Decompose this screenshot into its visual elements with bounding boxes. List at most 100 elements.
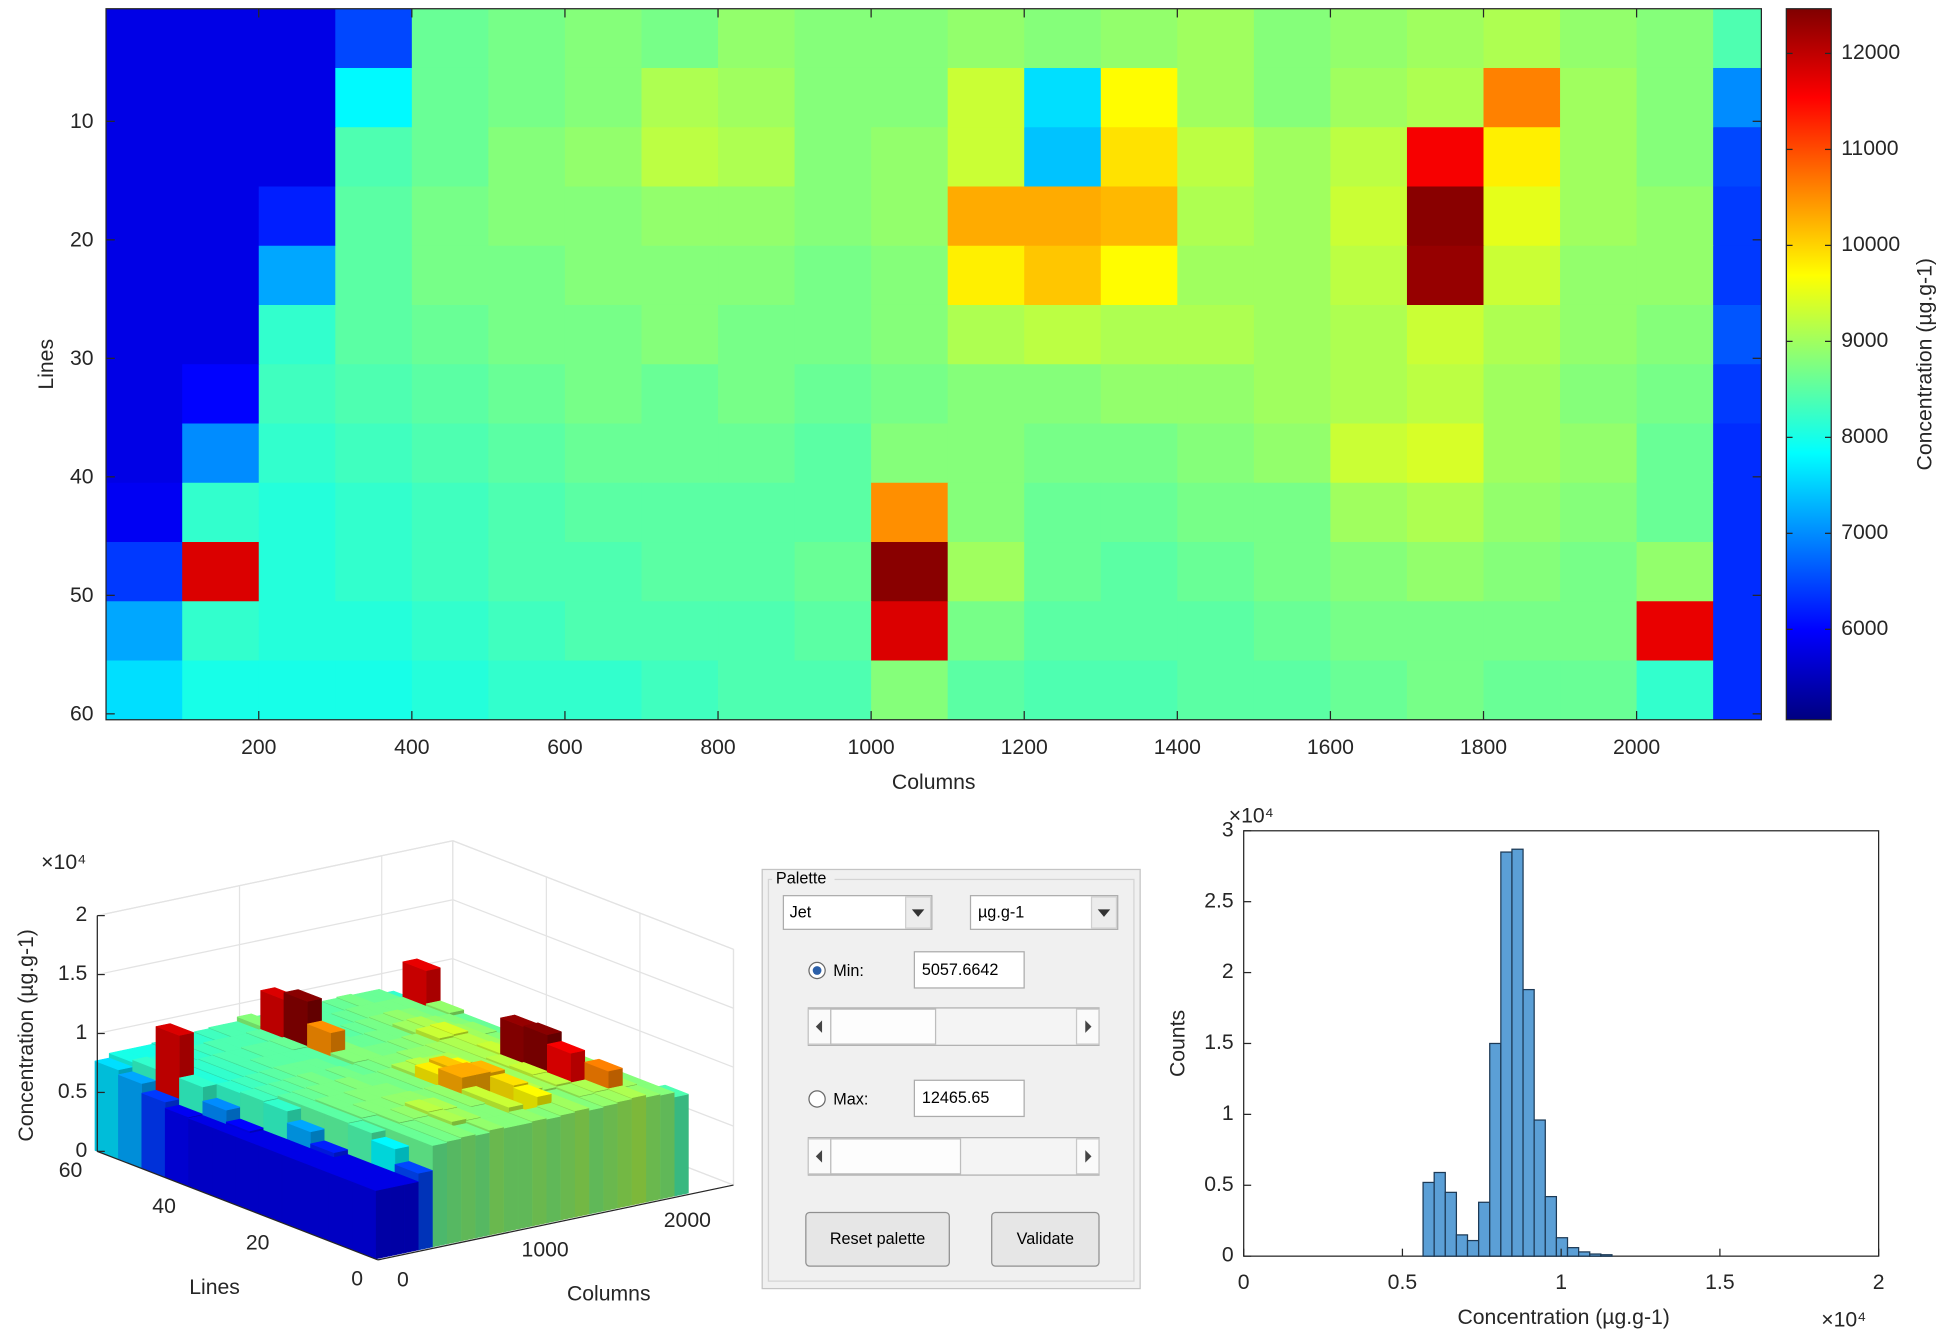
heatmap-cell — [1560, 660, 1638, 720]
slider-thumb[interactable] — [830, 1008, 937, 1045]
heatmap-cell — [1636, 601, 1714, 662]
heatmap-cell — [1253, 660, 1332, 720]
heatmap-cell — [871, 127, 949, 188]
heatmap-cell — [947, 542, 1025, 603]
slider-thumb[interactable] — [830, 1138, 962, 1175]
heatmap-cell — [411, 127, 490, 188]
heatmap-cell — [1253, 186, 1332, 247]
heatmap-cell — [411, 423, 490, 484]
surface-tile — [427, 1109, 467, 1122]
heatmap-cell — [794, 245, 872, 306]
max-field[interactable] — [913, 1079, 1025, 1118]
surface-side — [211, 1126, 236, 1206]
heatmap-cell — [794, 127, 872, 188]
grid-line — [452, 958, 734, 1068]
bar — [1533, 1119, 1546, 1257]
heatmap-cell — [1406, 482, 1485, 543]
heatmap-cell — [794, 304, 872, 365]
heatmap-cell — [1483, 660, 1561, 720]
heatmap-cell — [564, 364, 643, 425]
heatmap-cell — [1560, 304, 1638, 365]
heatmap-cell — [641, 186, 719, 247]
grid-line — [452, 840, 734, 950]
min-field[interactable] — [913, 951, 1025, 989]
heatmap-cell — [1330, 482, 1408, 543]
surface-tile — [532, 1072, 572, 1085]
max-slider[interactable] — [807, 1137, 1100, 1176]
surface-tile — [401, 958, 442, 972]
y-tick-label: 2.5 — [1204, 889, 1233, 912]
heatmap-cell — [794, 423, 872, 484]
bar — [1433, 1171, 1446, 1257]
heatmap-cell — [1100, 67, 1179, 128]
heatmap-cell — [1100, 8, 1179, 69]
surface-side — [531, 1117, 547, 1227]
surface-tile — [347, 1120, 387, 1134]
surface-tile — [422, 1129, 462, 1142]
bar — [1511, 848, 1524, 1257]
max-value: 12465.65 — [922, 1089, 990, 1107]
surface-side — [659, 1092, 675, 1200]
heatmap-cell — [411, 364, 490, 425]
heatmap-cell — [794, 8, 872, 69]
colormap-dropdown[interactable]: Jet — [782, 895, 933, 930]
arrow-glyph — [1085, 1020, 1092, 1033]
heatmap-cell — [1713, 482, 1762, 543]
reset-button[interactable] — [805, 1211, 950, 1267]
heatmap-cell — [718, 601, 796, 662]
surface-tile — [262, 1098, 303, 1112]
heatmap-cell — [718, 542, 796, 603]
heatmap-cell — [718, 660, 796, 720]
heatmap-cell — [411, 67, 490, 128]
dropdown-text: Jet — [790, 903, 812, 921]
heatmap-cell — [1483, 186, 1561, 247]
heatmap-cell — [1406, 127, 1485, 188]
surface-side — [118, 1074, 142, 1169]
surface-tile — [225, 1118, 265, 1132]
heatmap-cell — [1253, 67, 1332, 128]
heatmap-cell — [1024, 186, 1102, 247]
heatmap-cell — [871, 601, 949, 662]
colorbar — [1785, 8, 1832, 721]
heatmap-cell — [335, 482, 413, 543]
surface-side — [560, 1111, 575, 1221]
heatmap-cell — [1177, 127, 1255, 188]
surface-side — [546, 1116, 561, 1224]
surface-tile — [389, 1105, 430, 1119]
heatmap-cell — [1253, 8, 1332, 69]
colorbar-tick-label: 6000 — [1841, 617, 1888, 640]
heatmap-cell — [106, 186, 183, 247]
surface-tile — [404, 1099, 444, 1112]
bar — [1600, 1254, 1613, 1257]
heatmap-cell — [1713, 67, 1762, 128]
heatmap-cell — [488, 67, 566, 128]
arrow-glyph — [815, 1150, 823, 1163]
y-tick-label: 2 — [1222, 960, 1234, 983]
axes-frame — [105, 8, 1762, 721]
validate-button[interactable] — [991, 1211, 1100, 1267]
surface-side — [432, 1142, 447, 1248]
unit-dropdown[interactable]: µg.g-1 — [969, 895, 1119, 930]
bar — [1522, 988, 1535, 1257]
x-tick-label: 1400 — [1154, 736, 1201, 759]
heatmap-cell — [564, 542, 643, 603]
grid-line — [452, 899, 734, 1009]
y-tick-label: 3 — [1222, 818, 1234, 841]
surface-side — [418, 1170, 433, 1251]
heatmap-cell — [182, 8, 260, 69]
axis-line — [377, 1184, 734, 1261]
heatmap-cell — [1406, 542, 1485, 603]
heatmap-cell — [641, 127, 719, 188]
max-radio[interactable] — [808, 1090, 826, 1108]
heatmap-cell — [1483, 245, 1561, 306]
x-tick-label: 0.5 — [1388, 1271, 1417, 1294]
surface-tile — [583, 1058, 624, 1072]
heatmap-cell — [1330, 660, 1408, 720]
arrow-glyph — [815, 1020, 823, 1033]
heatmap-cell — [488, 8, 566, 69]
min-slider[interactable] — [807, 1007, 1100, 1046]
heatmap-cell — [488, 542, 566, 603]
heatmap-cell — [1253, 601, 1332, 662]
surface-tile — [94, 1057, 134, 1071]
heatmap-cell — [564, 8, 643, 69]
